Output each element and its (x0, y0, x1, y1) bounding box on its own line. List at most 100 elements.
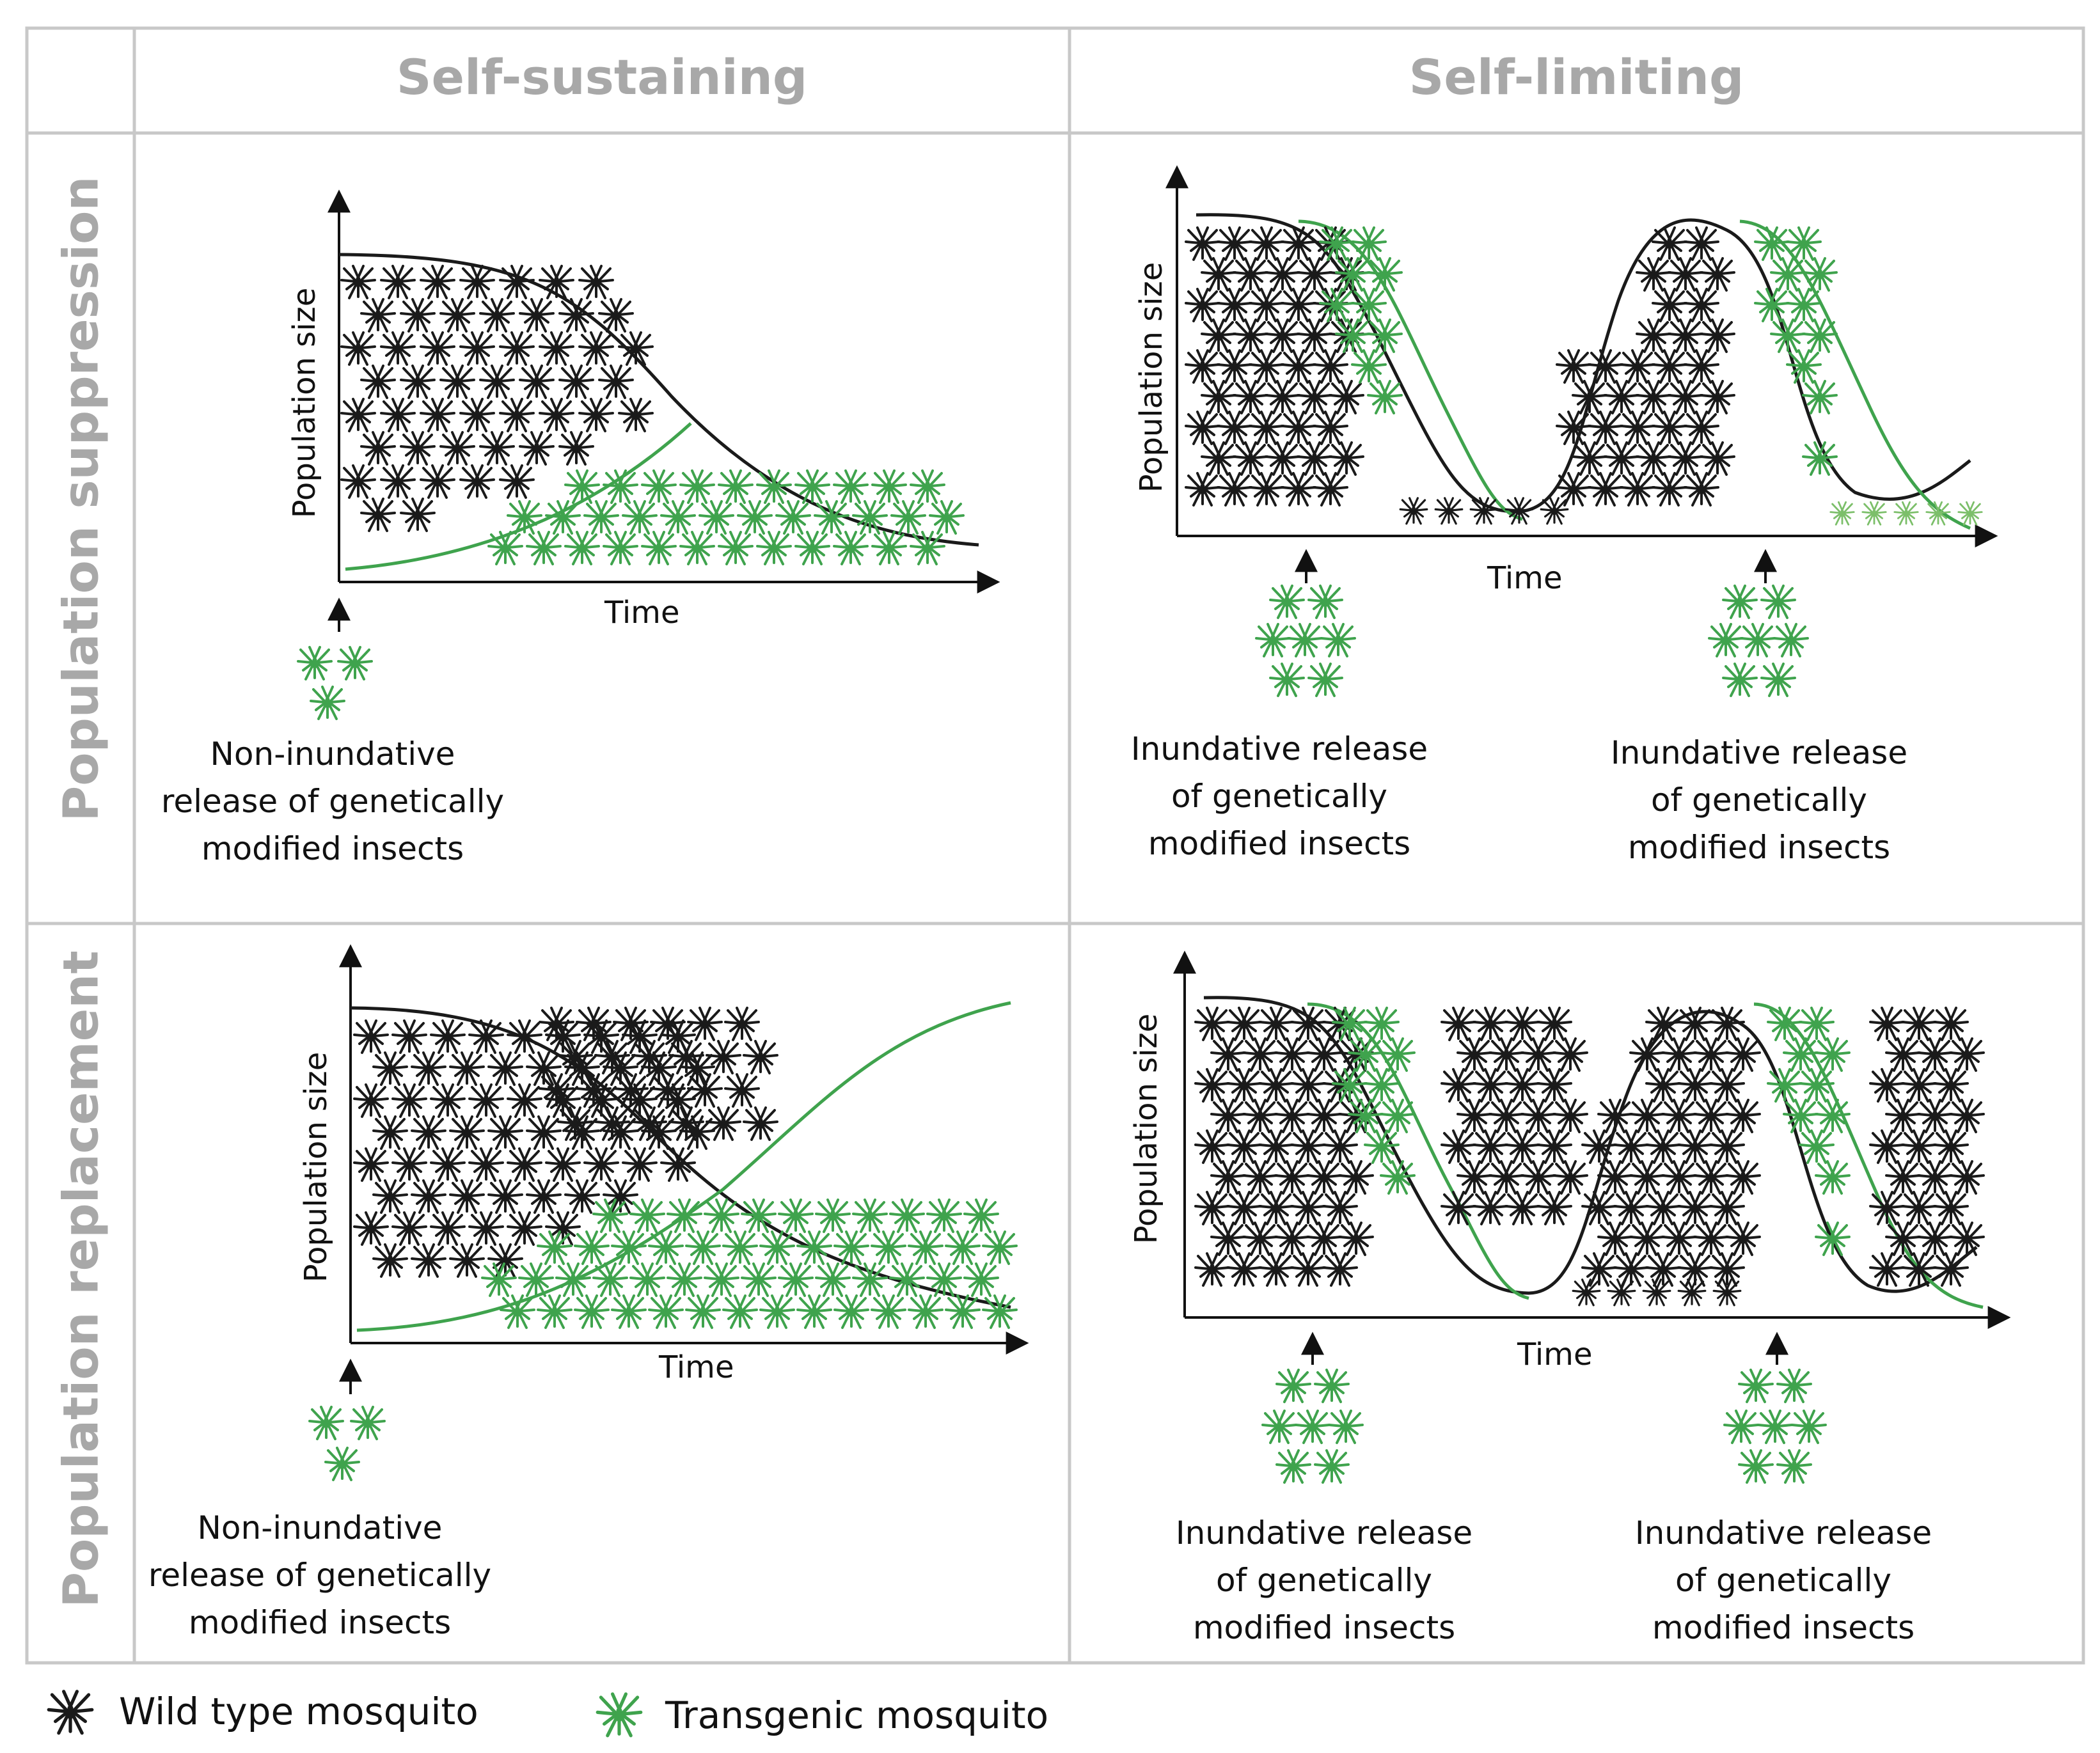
transgenic-mosquito-icon (834, 532, 867, 564)
wild-mosquito-icon (1605, 381, 1638, 413)
wild-mosquito-icon (421, 399, 454, 431)
wild-mosquito-icon (461, 333, 494, 365)
wild-mosquito-icon (1298, 443, 1331, 475)
y-axis-label: Population size (1128, 1013, 1164, 1245)
wild-mosquito-icon (381, 466, 414, 498)
wild-mosquito-icon (1630, 1161, 1664, 1193)
wild-mosquito-icon (342, 466, 375, 498)
transgenic-mosquito-icon (742, 1264, 775, 1296)
wild-mosquito-icon (1726, 1161, 1760, 1193)
transgenic-mosquito-icon (1739, 1370, 1772, 1402)
wild-mosquito-icon (1250, 289, 1283, 321)
transgenic-mosquito-icon (909, 1296, 942, 1328)
wild-mosquito-icon (1950, 1161, 1984, 1193)
wild-mosquito-icon (480, 432, 514, 464)
wild-mosquito-icon (1557, 350, 1590, 382)
wild-mosquito-icon (1202, 443, 1235, 475)
wild-mosquito-icon (1950, 1100, 1984, 1132)
wild-mosquito-icon (1234, 258, 1267, 290)
wild-mosquito-icon (560, 366, 593, 398)
wild-mosquito-icon (1886, 1161, 1920, 1193)
wild-mosquito-icon (1605, 443, 1638, 475)
transgenic-mosquito-icon (1768, 1069, 1801, 1101)
wild-mosquito-icon (1282, 350, 1315, 382)
wild-mosquito-icon (508, 1085, 541, 1117)
transgenic-mosquito-icon (1774, 624, 1808, 656)
transgenic-mosquito-icon (1315, 1370, 1348, 1402)
wild-mosquito-icon (354, 1085, 388, 1117)
wild-mosquito-icon (1218, 412, 1251, 444)
caption-inundative-release: Inundative release of genetically modifi… (1175, 1514, 1473, 1646)
wild-mosquito-icon (1934, 1192, 1968, 1224)
legend-wild-mosquito-icon (49, 1692, 92, 1733)
transgenic-mosquito-icon (779, 1264, 812, 1296)
wild-mosquito-icon (1934, 1131, 1968, 1163)
wild-mosquito-icon (1669, 258, 1702, 290)
wild-mosquito-icon (361, 299, 395, 331)
y-axis-label: Population size (1133, 262, 1169, 493)
wild-mosquito-icon (1212, 1100, 1245, 1132)
wild-mosquito-icon (1646, 1069, 1680, 1101)
wild-mosquito-icon (1275, 1039, 1309, 1071)
wild-mosquito-icon (1506, 1069, 1539, 1101)
transgenic-mosquito-icon (777, 501, 810, 533)
wild-mosquito-icon (1694, 1100, 1728, 1132)
wild-mosquito-icon (1323, 1131, 1357, 1163)
x-axis-label: Time (1517, 1337, 1593, 1372)
wild-mosquito-icon (1621, 473, 1654, 505)
transgenic-mosquito-icon (761, 1232, 794, 1264)
wild-mosquito-icon (707, 1041, 740, 1073)
column-header-self-sustaining: Self-sustaining (396, 48, 808, 106)
wild-mosquito-icon (1243, 1223, 1277, 1255)
wild-mosquito-icon (1250, 228, 1283, 260)
transgenic-mosquito-icon (1762, 586, 1795, 618)
wild-mosquito-icon (1234, 443, 1267, 475)
transgenic-mosquito-icon (872, 471, 906, 503)
transgenic-mosquito-icon (1792, 1411, 1826, 1443)
caption-inundative-release: Inundative release of genetically modifi… (1634, 1514, 1932, 1646)
transgenic-mosquito-icon (631, 1200, 664, 1232)
transgenic-mosquito-icon (310, 1407, 343, 1439)
wild-mosquito-icon (1621, 412, 1654, 444)
wild-mosquito-icon (725, 1008, 759, 1040)
wild-mosquito-icon (374, 1181, 407, 1213)
wild-mosquito-icon (1212, 1223, 1245, 1255)
wild-mosquito-icon (1701, 258, 1734, 290)
transgenic-mosquito-icon (798, 1232, 831, 1264)
wild-mosquito-icon (1701, 320, 1734, 352)
wild-mosquito-icon (421, 266, 454, 298)
wild-mosquito-icon (1614, 1254, 1648, 1285)
wild-mosquito-icon (431, 1149, 464, 1181)
transgenic-mosquito-icon (594, 1264, 627, 1296)
wild-mosquito-icon (1228, 1254, 1261, 1285)
wild-mosquito-icon (1557, 412, 1590, 444)
transgenic-mosquito-icon (642, 532, 675, 564)
transgenic-mosquito-icon (661, 501, 695, 533)
wild-mosquito-icon (1554, 1039, 1587, 1071)
wild-mosquito-icon (1694, 1161, 1728, 1193)
wild-mosquito-icon (1218, 228, 1251, 260)
wild-mosquito-icon (1662, 1039, 1696, 1071)
transgenic-mosquito-icon (911, 471, 944, 503)
wild-mosquito-icon (1266, 443, 1299, 475)
transgenic-mosquito-icon (1352, 289, 1386, 321)
wild-mosquito-icon (461, 399, 494, 431)
wild-mosquito-icon (1471, 498, 1497, 524)
wild-mosquito-icon (1870, 1192, 1904, 1224)
wild-mosquito-icon (1314, 412, 1347, 444)
wild-mosquito-icon (1694, 1039, 1728, 1071)
transgenic-mosquito-icon (642, 471, 675, 503)
wild-mosquito-icon (744, 1041, 777, 1073)
transgenic-mosquito-icon (538, 1296, 571, 1328)
wild-mosquito-icon (1266, 320, 1299, 352)
wild-mosquito-icon (1886, 1100, 1920, 1132)
wild-mosquito-icon (1538, 1192, 1571, 1224)
wild-mosquito-icon (1637, 258, 1670, 290)
wild-mosquito-icon (1694, 1223, 1728, 1255)
transgenic-mosquito-icon (1768, 1008, 1801, 1040)
transgenic-mosquito-icon (1800, 1131, 1833, 1163)
wild-mosquito-icon (1298, 381, 1331, 413)
wild-mosquito-icon (342, 266, 375, 298)
wild-mosquito-icon (1282, 412, 1315, 444)
wild-mosquito-icon (1522, 1161, 1555, 1193)
